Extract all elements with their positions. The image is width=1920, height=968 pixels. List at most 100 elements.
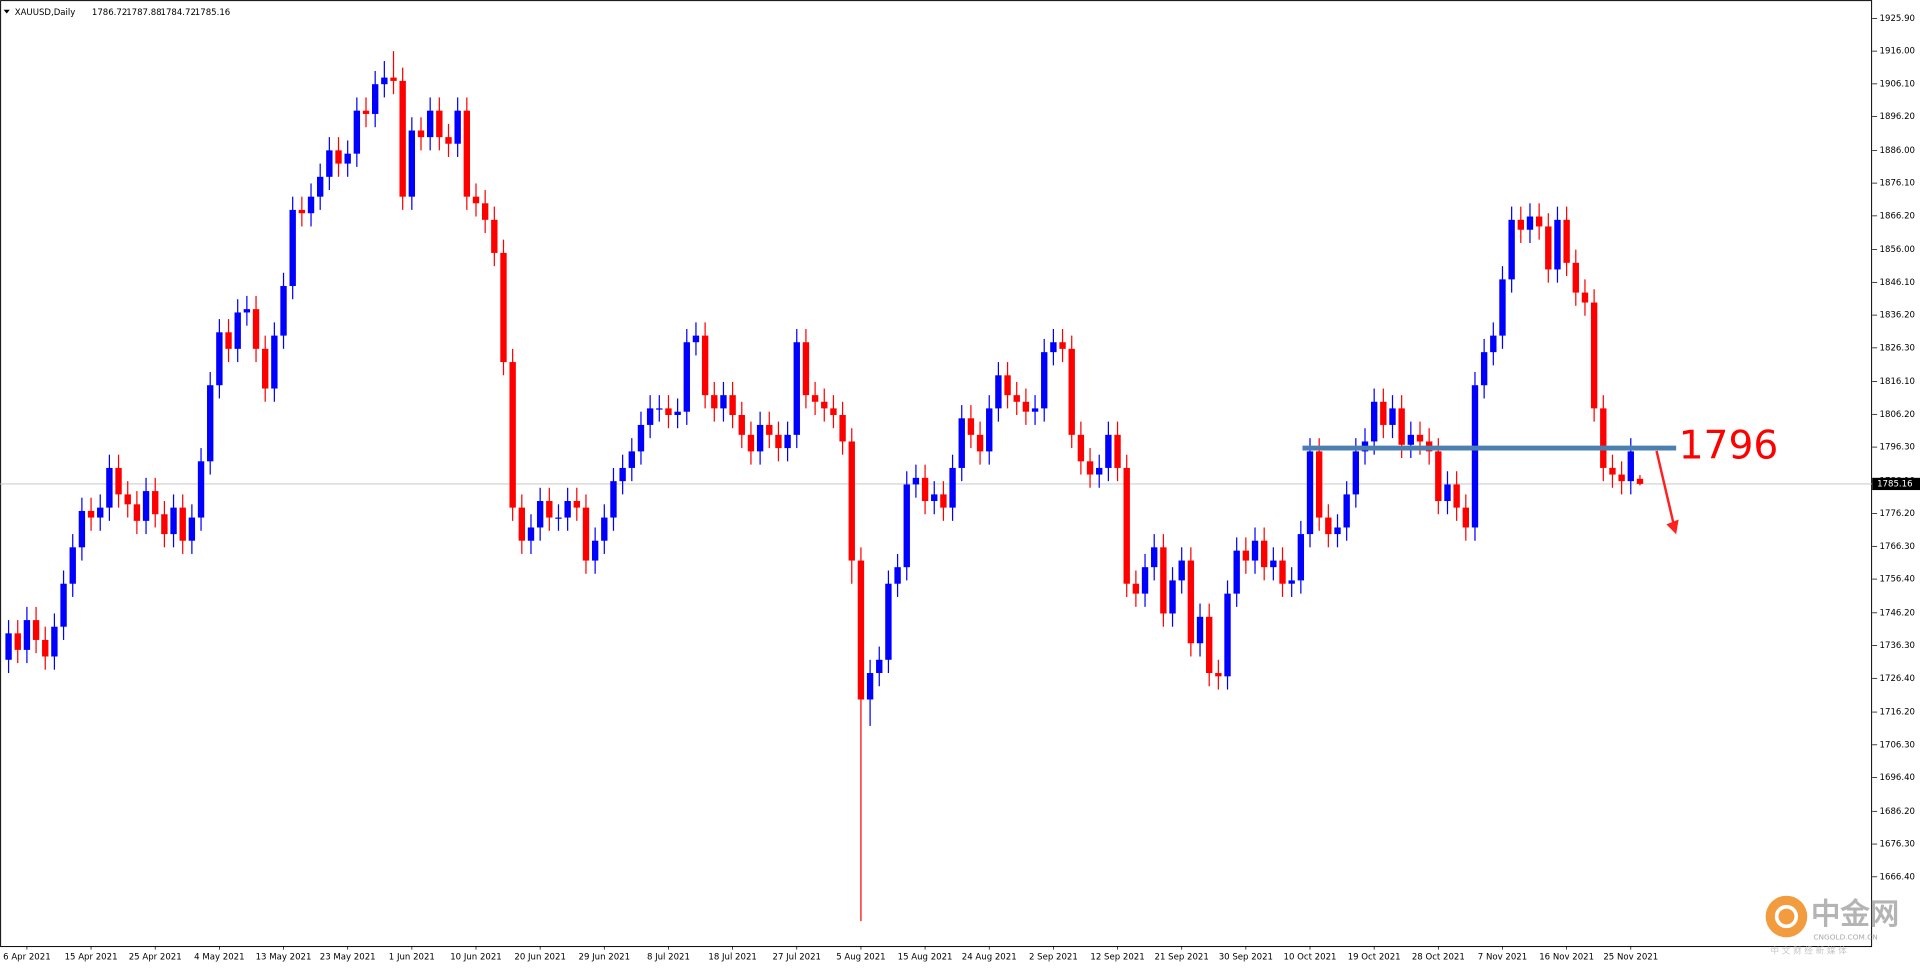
candle-body (243, 309, 251, 313)
candle-body (1151, 547, 1158, 568)
y-tick-label: 1696.40 (1880, 773, 1915, 783)
header-high: 1787.88 (126, 8, 161, 18)
candle-body (97, 507, 104, 518)
candle-body (582, 507, 590, 561)
arrow-shaft (1655, 450, 1675, 525)
y-tick-label: 1746.20 (1880, 608, 1915, 618)
candle-body (1325, 517, 1332, 535)
candle-body (335, 150, 342, 164)
candle-body (619, 467, 626, 482)
y-tick-label: 1836.20 (1880, 311, 1915, 321)
candle-body (646, 408, 654, 425)
candle-body (1233, 550, 1240, 594)
candle-body (931, 494, 938, 502)
logo (1765, 895, 1808, 938)
candle-body (234, 312, 241, 349)
candle-body (610, 481, 617, 518)
y-tick-label: 1816.10 (1880, 377, 1915, 387)
candle-body (408, 130, 416, 197)
candle-body (1480, 352, 1488, 386)
candle-body (188, 517, 196, 541)
x-tick-label: 6 Apr 2021 (3, 952, 50, 962)
x-tick-label: 24 Aug 2021 (962, 952, 1017, 962)
candle-body (1416, 434, 1424, 442)
candle-body (1572, 262, 1579, 293)
y-tick-label: 1916.00 (1880, 47, 1915, 57)
x-tick-label: 1 Jun 2021 (389, 952, 435, 962)
plot-frame (0, 0, 1873, 948)
candle-body (381, 77, 388, 85)
watermark-name: 中金网 (1811, 897, 1899, 931)
logo-mark (1774, 904, 1799, 929)
candle-body (344, 153, 351, 164)
candle-body (1407, 434, 1415, 445)
y-tick-label: 1826.30 (1880, 343, 1915, 353)
candle-body (674, 411, 681, 416)
y-tick-label: 1676.30 (1880, 840, 1915, 850)
x-tick-label: 2 Sep 2021 (1029, 952, 1078, 962)
candle-body (417, 130, 425, 138)
candle-body (1086, 461, 1094, 475)
candle-body (1471, 385, 1479, 528)
candle-body (536, 501, 544, 528)
chart-title: XAUUSD,Daily (15, 8, 76, 18)
y-tick-label: 1796.30 (1880, 443, 1915, 453)
candle-body (399, 80, 406, 197)
candle-body (362, 110, 370, 114)
candle-body (60, 583, 67, 627)
candle-body (1297, 534, 1305, 581)
candle-body (775, 434, 782, 449)
candle-body (280, 285, 287, 336)
candle-body (1444, 484, 1451, 502)
candle-body (69, 547, 76, 584)
candle-body (573, 501, 580, 508)
candle-body (894, 567, 901, 584)
candle-body (949, 467, 956, 508)
candle-body (830, 408, 837, 416)
candle-body (683, 342, 690, 412)
candle-body (591, 540, 599, 561)
candle-body (729, 395, 736, 416)
x-tick-label: 8 Jul 2021 (647, 952, 690, 962)
candle-body (1206, 616, 1213, 674)
candle-body (1022, 401, 1030, 412)
candle-body (912, 477, 920, 485)
candle-body (87, 510, 95, 518)
candle-body (1453, 484, 1460, 508)
candle-body (326, 150, 333, 177)
y-tick-label: 1686.20 (1880, 807, 1915, 817)
y-tick-label: 1925.90 (1880, 14, 1915, 24)
candle-body (1306, 451, 1314, 535)
candle-body (1334, 527, 1341, 535)
candle-body (1315, 451, 1323, 518)
candle-body (14, 633, 21, 650)
y-tick-label: 1806.20 (1880, 410, 1915, 420)
x-tick-label: 5 Aug 2021 (836, 952, 885, 962)
y-tick-label: 1766.30 (1880, 542, 1915, 552)
candle-body (500, 252, 507, 363)
candle-body (1627, 451, 1634, 482)
watermark-site: CNGOLD.COM.CN (1813, 932, 1877, 941)
candle-body (876, 659, 883, 674)
level-label: 1796 (1679, 424, 1779, 469)
candle-body (1215, 673, 1222, 677)
y-tick-label: 1856.00 (1880, 245, 1915, 255)
candle-body (958, 418, 965, 468)
candle-body (1609, 467, 1616, 475)
x-tick-label: 7 Nov 2021 (1478, 952, 1527, 962)
x-tick-label: 19 Oct 2021 (1348, 952, 1401, 962)
candle-body (1132, 583, 1140, 594)
candle-body (1490, 335, 1497, 353)
candle-body (133, 504, 141, 521)
candle-body (289, 209, 296, 286)
candle-body (426, 110, 434, 138)
candle-body (1563, 219, 1570, 263)
candle-body (1105, 434, 1112, 468)
y-tick-label: 1876.10 (1880, 179, 1915, 189)
candle-body (1370, 401, 1378, 442)
candle-body (1526, 216, 1534, 230)
y-tick-label: 1906.10 (1880, 79, 1915, 89)
candle-body (124, 494, 131, 505)
candle-body (903, 484, 910, 568)
candle-body (197, 461, 205, 518)
